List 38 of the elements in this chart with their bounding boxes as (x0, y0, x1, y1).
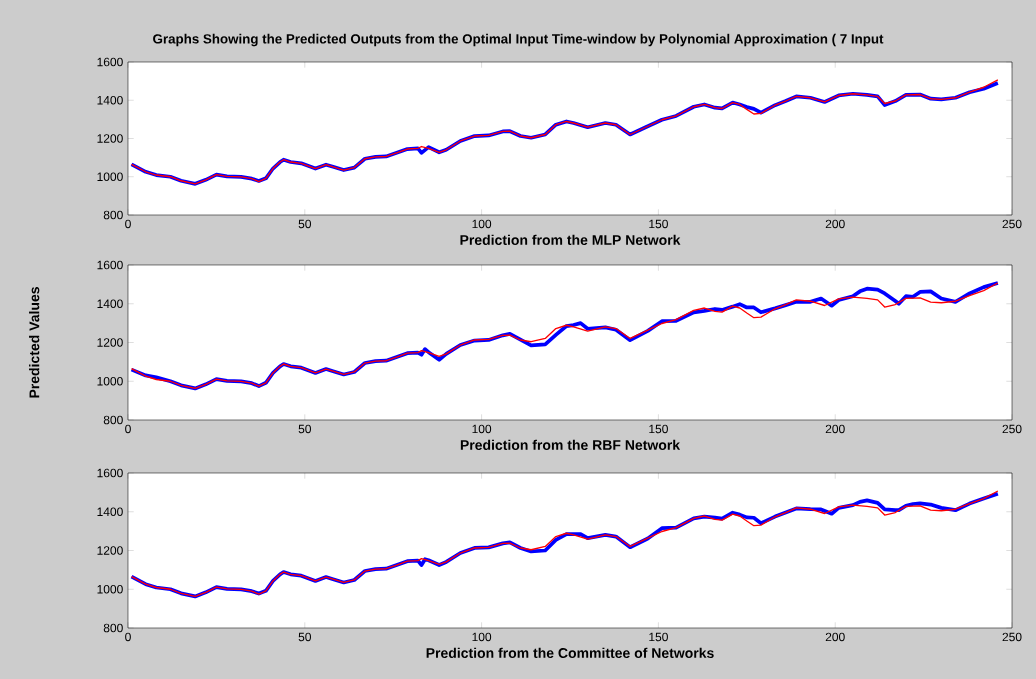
x-tick-label: 250 (1002, 632, 1022, 642)
x-tick-label: 200 (825, 632, 845, 642)
x-tick-label: 50 (298, 424, 312, 434)
x-tick-label: 250 (1002, 219, 1022, 229)
x-tick-label: 150 (649, 219, 668, 229)
x-axis-title: Prediction from the MLP Network (460, 234, 681, 245)
x-tick-label: 200 (825, 219, 845, 229)
y-tick-label: 1400 (97, 299, 123, 309)
x-tick-label: 0 (125, 632, 131, 642)
x-tick-label: 0 (125, 219, 131, 229)
y-tick-label: 1200 (97, 134, 123, 143)
y-tick-label: 1400 (97, 95, 123, 105)
x-tick-label: 100 (472, 632, 492, 642)
y-tick-label: 1000 (97, 377, 123, 386)
y-tick-label: 1400 (97, 507, 123, 517)
y-tick-label: 1600 (97, 468, 123, 478)
x-axis-title: Prediction from the RBF Network (460, 439, 681, 450)
x-tick-label: 0 (125, 424, 131, 434)
y-tick-label: 1000 (97, 172, 123, 181)
x-tick-label: 50 (298, 219, 312, 229)
y-tick-label: 1200 (97, 546, 123, 555)
y-axis-title: Predicted Values (29, 287, 40, 398)
x-tick-label: 200 (825, 424, 845, 434)
x-tick-label: 100 (472, 219, 492, 229)
chart-title: Graphs Showing the Predicted Outputs from the Optimal Input Time-window by Polynomial Approximation ( 7 Input (153, 33, 884, 47)
x-axis-title: Prediction from the Committee of Networks (426, 647, 714, 658)
x-tick-label: 50 (298, 632, 312, 642)
x-tick-label: 150 (649, 632, 668, 642)
x-tick-label: 150 (649, 424, 668, 434)
y-tick-label: 800 (103, 623, 123, 633)
y-tick-label: 800 (103, 415, 123, 425)
x-tick-label: 250 (1002, 424, 1022, 434)
y-tick-label: 800 (103, 210, 123, 220)
y-tick-label: 1600 (97, 260, 123, 270)
y-tick-label: 1000 (97, 585, 123, 594)
x-tick-label: 100 (472, 424, 492, 434)
y-tick-label: 1200 (97, 338, 123, 347)
y-tick-label: 1600 (97, 57, 123, 67)
